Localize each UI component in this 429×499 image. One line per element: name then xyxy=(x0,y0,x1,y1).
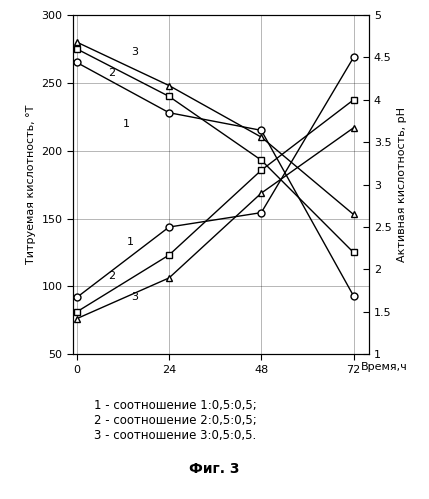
Y-axis label: Титруемая кислотность, °T: Титруемая кислотность, °T xyxy=(26,105,36,264)
Text: Фиг. 3: Фиг. 3 xyxy=(189,462,240,476)
Text: Время,ч: Время,ч xyxy=(361,362,408,372)
Y-axis label: Активная кислотность, рH: Активная кислотность, рH xyxy=(397,107,407,262)
Text: 3: 3 xyxy=(131,46,138,56)
Text: 1 - соотношение 1:0,5:0,5;
2 - соотношение 2:0,5:0,5;
3 - соотношение 3:0,5:0,5.: 1 - соотношение 1:0,5:0,5; 2 - соотношен… xyxy=(94,399,257,442)
Text: 2: 2 xyxy=(108,68,115,78)
Text: 1: 1 xyxy=(123,119,130,129)
Text: 3: 3 xyxy=(131,292,138,302)
Text: 1: 1 xyxy=(127,237,134,247)
Text: 2: 2 xyxy=(108,270,115,280)
